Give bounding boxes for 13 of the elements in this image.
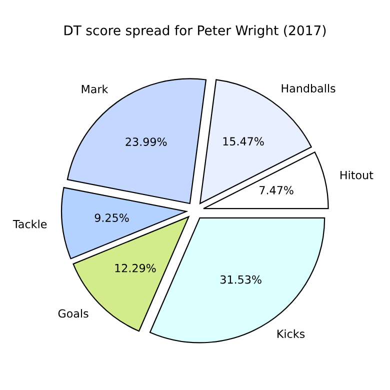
- data-label: 31.53%: [220, 275, 262, 284]
- data-label: 23.99%: [126, 138, 167, 146]
- slice-label: Goals: [58, 309, 88, 318]
- slice-label: Tackle: [12, 220, 47, 228]
- data-label: 7.47%: [260, 186, 294, 194]
- data-label: 12.29%: [115, 264, 156, 272]
- slice-label: Handballs: [282, 84, 336, 93]
- slice-label: Kicks: [278, 329, 305, 338]
- data-label: 9.25%: [94, 214, 129, 222]
- data-label: 15.47%: [223, 137, 264, 146]
- slice-label: Mark: [82, 84, 108, 94]
- slice-label: Hitout: [340, 170, 374, 180]
- chart-title: DT score spread for Peter Wright (2017): [64, 25, 326, 38]
